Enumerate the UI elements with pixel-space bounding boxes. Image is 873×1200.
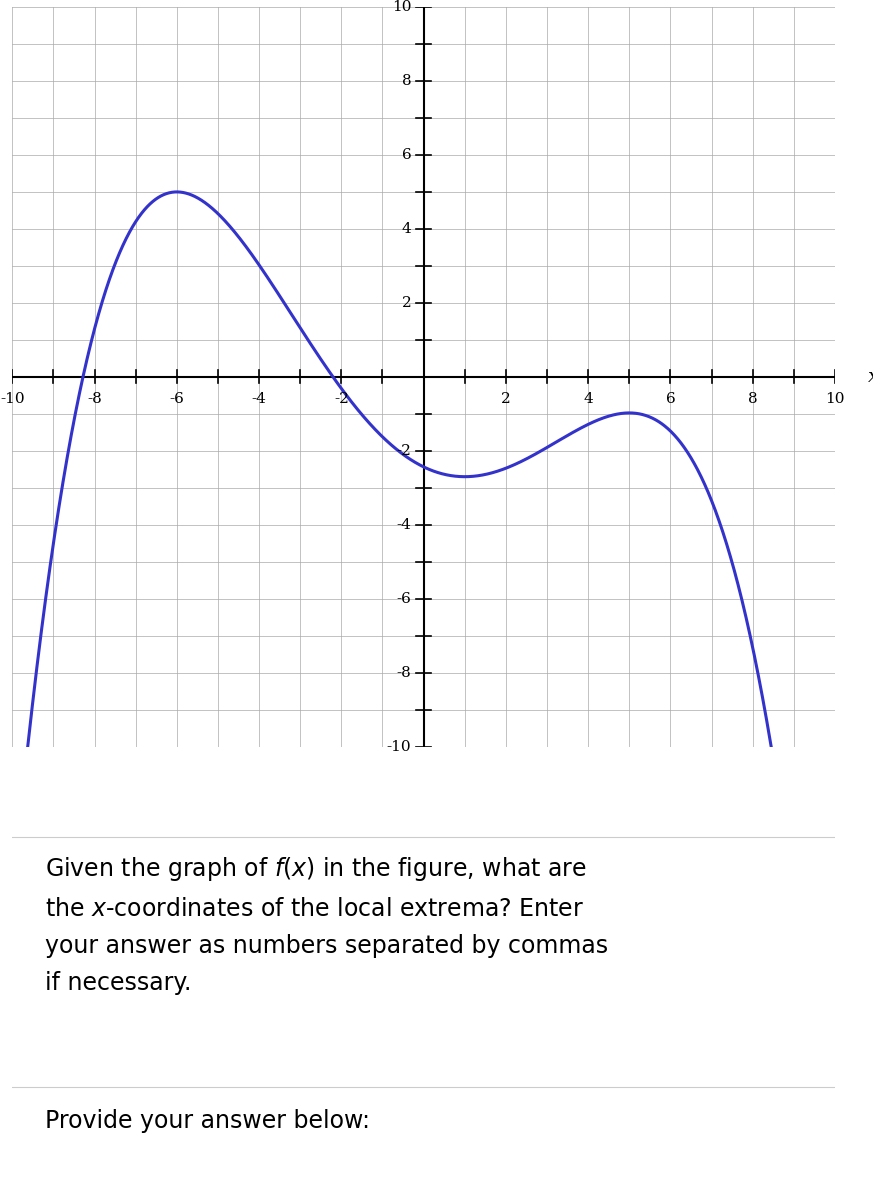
Text: -4: -4 (251, 391, 266, 406)
Text: -2: -2 (334, 391, 349, 406)
Text: 4: 4 (402, 222, 411, 236)
Text: -4: -4 (396, 517, 411, 532)
Text: -6: -6 (169, 391, 184, 406)
Text: 8: 8 (748, 391, 758, 406)
Text: 2: 2 (402, 296, 411, 310)
Text: -8: -8 (87, 391, 102, 406)
Text: 6: 6 (402, 148, 411, 162)
Text: Provide your answer below:: Provide your answer below: (45, 1109, 370, 1133)
Text: 8: 8 (402, 74, 411, 88)
Text: -10: -10 (387, 739, 411, 754)
Text: -2: -2 (396, 444, 411, 457)
Text: -6: -6 (396, 592, 411, 606)
Text: 2: 2 (501, 391, 511, 406)
Text: 10: 10 (392, 0, 411, 14)
Text: -10: -10 (0, 391, 24, 406)
Text: Given the graph of $f(x)$ in the figure, what are
the $x$-coordinates of the loc: Given the graph of $f(x)$ in the figure,… (45, 856, 608, 995)
Text: 6: 6 (665, 391, 676, 406)
Text: x: x (868, 368, 873, 386)
Text: -8: -8 (396, 666, 411, 679)
Text: 4: 4 (583, 391, 593, 406)
Text: 10: 10 (825, 391, 845, 406)
